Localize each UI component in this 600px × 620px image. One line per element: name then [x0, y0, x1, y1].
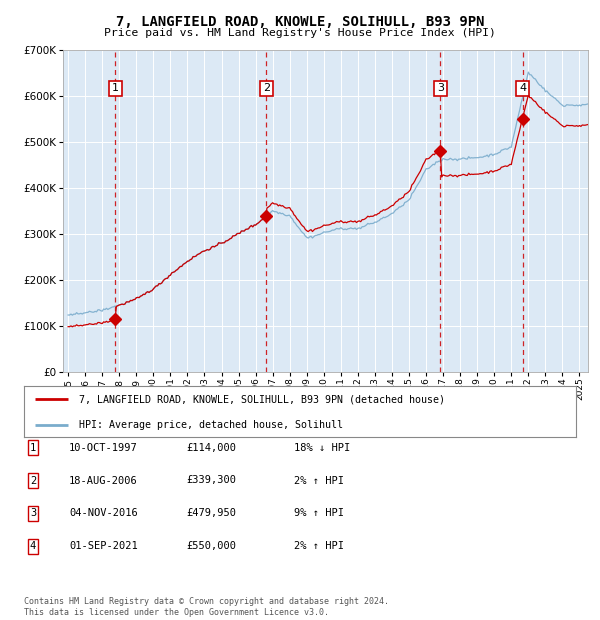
Text: HPI: Average price, detached house, Solihull: HPI: Average price, detached house, Soli…: [79, 420, 343, 430]
Text: 2% ↑ HPI: 2% ↑ HPI: [294, 541, 344, 551]
Text: 3: 3: [437, 83, 444, 93]
Text: 18% ↓ HPI: 18% ↓ HPI: [294, 443, 350, 453]
Text: 01-SEP-2021: 01-SEP-2021: [69, 541, 138, 551]
Text: Contains HM Land Registry data © Crown copyright and database right 2024.
This d: Contains HM Land Registry data © Crown c…: [24, 598, 389, 617]
Text: 2: 2: [30, 476, 36, 485]
Text: £339,300: £339,300: [186, 476, 236, 485]
Text: 1: 1: [112, 83, 119, 93]
Text: 4: 4: [30, 541, 36, 551]
Text: 2: 2: [263, 83, 270, 93]
Text: 7, LANGFIELD ROAD, KNOWLE, SOLIHULL, B93 9PN (detached house): 7, LANGFIELD ROAD, KNOWLE, SOLIHULL, B93…: [79, 394, 445, 404]
Text: 3: 3: [30, 508, 36, 518]
Text: 18-AUG-2006: 18-AUG-2006: [69, 476, 138, 485]
Text: Price paid vs. HM Land Registry's House Price Index (HPI): Price paid vs. HM Land Registry's House …: [104, 28, 496, 38]
Text: 4: 4: [519, 83, 526, 93]
Text: 9% ↑ HPI: 9% ↑ HPI: [294, 508, 344, 518]
Text: £479,950: £479,950: [186, 508, 236, 518]
Text: 2% ↑ HPI: 2% ↑ HPI: [294, 476, 344, 485]
Text: 10-OCT-1997: 10-OCT-1997: [69, 443, 138, 453]
Text: 1: 1: [30, 443, 36, 453]
Text: 7, LANGFIELD ROAD, KNOWLE, SOLIHULL, B93 9PN: 7, LANGFIELD ROAD, KNOWLE, SOLIHULL, B93…: [116, 16, 484, 30]
Text: 04-NOV-2016: 04-NOV-2016: [69, 508, 138, 518]
Text: £114,000: £114,000: [186, 443, 236, 453]
Text: £550,000: £550,000: [186, 541, 236, 551]
